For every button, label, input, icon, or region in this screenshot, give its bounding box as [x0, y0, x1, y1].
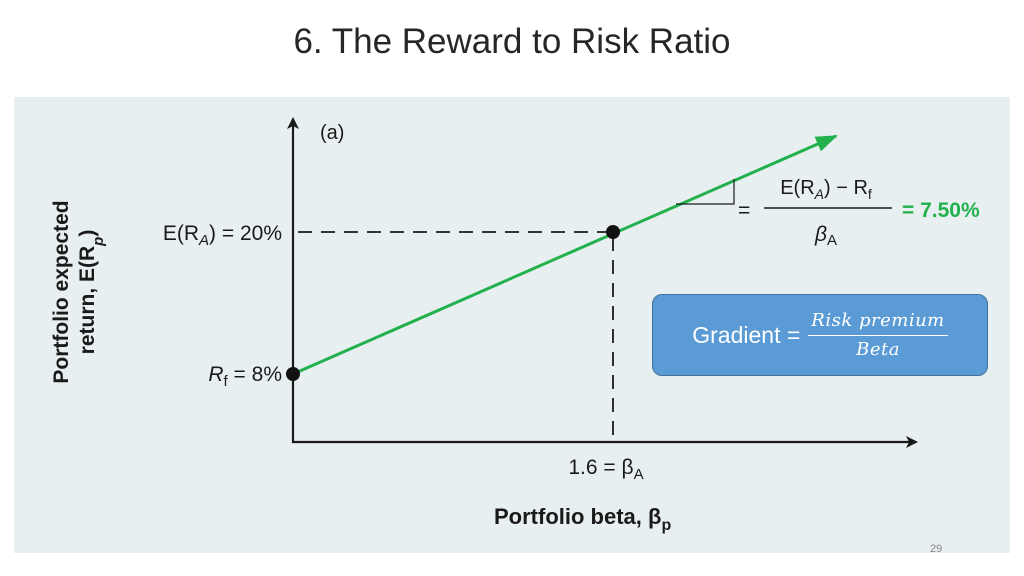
y-axis-title-line1: Portfolio expected: [50, 200, 73, 383]
rf-label: Rf = 8%: [208, 363, 282, 390]
panel-label: (a): [320, 122, 344, 144]
gradient-denominator: Beta: [856, 339, 900, 361]
gradient-fraction-bar: [808, 334, 948, 337]
gradient-label: Gradient =: [692, 321, 801, 348]
y-axis-title-line2: return, E(Rp): [76, 230, 107, 355]
x-axis-title: Portfolio beta, βp: [494, 504, 671, 534]
slope-denominator: βA: [814, 223, 837, 249]
slope-numerator: E(RA) − Rf: [780, 177, 872, 202]
slide-title: 6. The Reward to Risk Ratio: [293, 22, 731, 61]
y-axis-title: Portfolio expected return, E(Rp): [50, 200, 107, 383]
gradient-fraction: Risk premium Beta: [808, 309, 948, 361]
sml-diagram: (a) Portfolio expected return, E(Rp) E(R…: [50, 117, 980, 534]
security-market-line: [292, 134, 838, 376]
page-number: 29: [930, 543, 943, 555]
slope-value: = 7.50%: [902, 199, 980, 222]
era-label: E(RA) = 20%: [163, 222, 282, 249]
portfolio-a-point: [606, 225, 620, 239]
gradient-numerator: Risk premium: [811, 309, 945, 331]
gradient-callout: Gradient = Risk premium Beta: [652, 294, 988, 376]
beta-a-label: 1.6 = βA: [568, 456, 643, 483]
slope-triangle: [676, 179, 735, 205]
slope-equals-sign: =: [738, 199, 750, 222]
rf-point: [286, 367, 300, 381]
